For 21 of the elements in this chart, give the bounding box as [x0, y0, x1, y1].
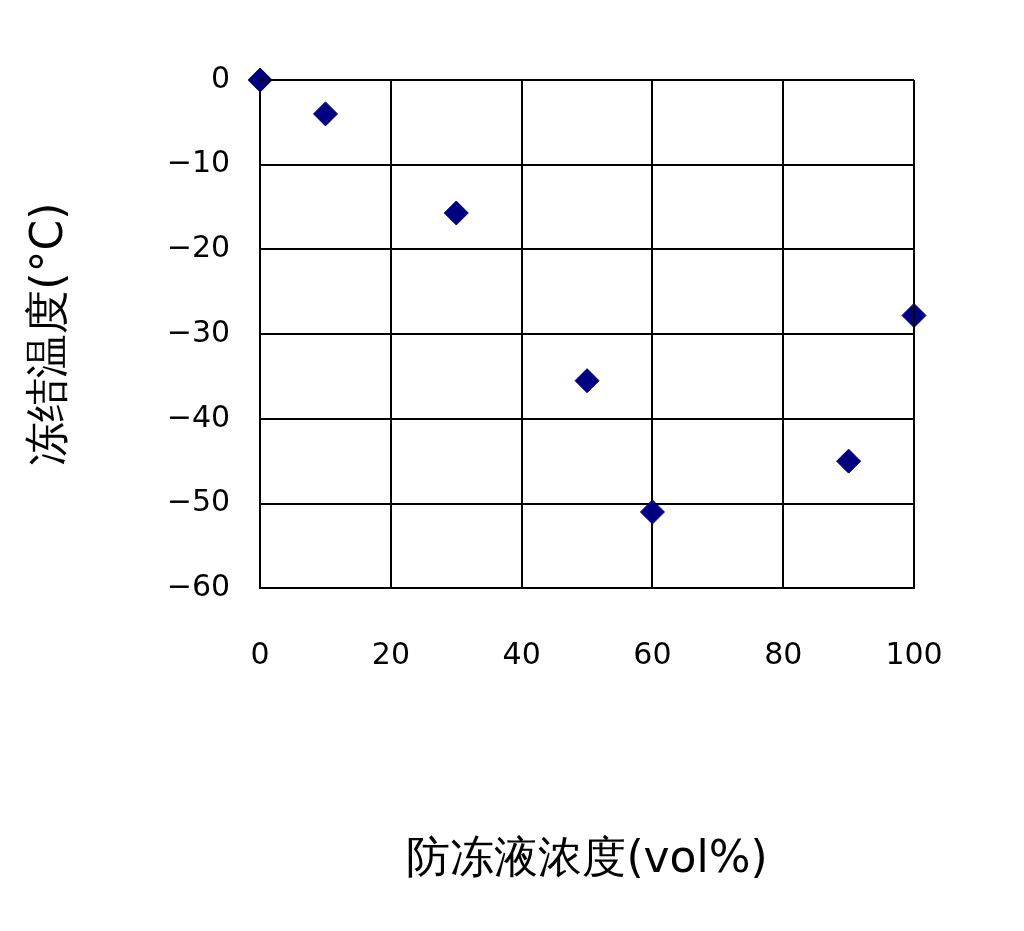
y-axis-title: 冻结温度(°C) [20, 202, 72, 466]
y-tick-label: 0 [211, 59, 231, 95]
y-tick-label: −30 [166, 313, 231, 349]
x-tick-label: 40 [502, 636, 541, 671]
point [836, 448, 862, 474]
x-tick-label: 0 [250, 636, 270, 671]
point [313, 101, 338, 127]
y-tick-label: −60 [166, 568, 231, 603]
y-tick-label: −10 [166, 144, 231, 180]
y-tick-label: −50 [166, 483, 231, 519]
x-tick-label: 100 [885, 636, 943, 671]
x-tick-label: 60 [633, 636, 672, 671]
x-axis-title: 防冻液浓度(vol%) [406, 831, 768, 883]
point [574, 368, 600, 394]
x-tick-label: 20 [371, 636, 410, 671]
y-tick-label: −40 [166, 398, 231, 434]
point [639, 499, 665, 525]
point [247, 67, 273, 93]
x-tick-label: 80 [764, 636, 803, 671]
y-tick-label: −20 [166, 229, 231, 265]
point [443, 200, 469, 226]
